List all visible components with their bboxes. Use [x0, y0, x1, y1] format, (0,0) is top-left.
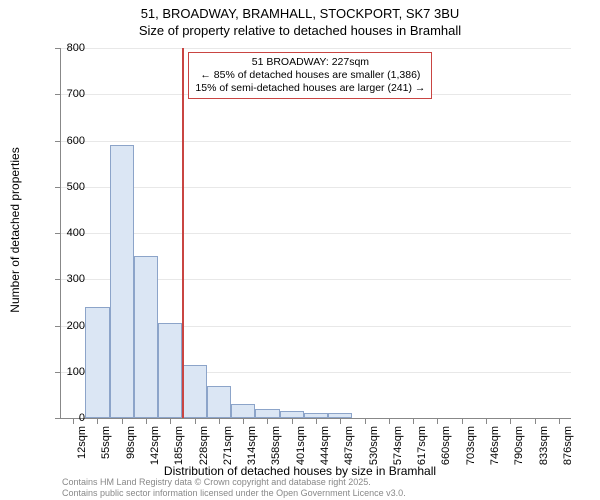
y-axis-title: Number of detached properties — [8, 147, 22, 312]
credits-line-2: Contains public sector information licen… — [62, 488, 406, 498]
x-tick-label: 617sqm — [416, 426, 428, 465]
histogram-bar — [134, 256, 158, 418]
x-tick-label: 530sqm — [368, 426, 380, 465]
x-tick-label: 444sqm — [319, 426, 331, 465]
x-tick — [559, 418, 560, 424]
x-tick — [292, 418, 293, 424]
x-tick-label: 790sqm — [513, 426, 525, 465]
grid-line — [61, 233, 571, 234]
histogram-bar — [85, 307, 109, 418]
y-tick-label: 100 — [50, 366, 85, 378]
x-tick-label: 487sqm — [343, 426, 355, 465]
histogram-bar — [280, 411, 304, 418]
x-tick — [486, 418, 487, 424]
histogram-bar — [255, 409, 279, 418]
y-tick-label: 700 — [50, 88, 85, 100]
y-tick-label: 500 — [50, 181, 85, 193]
chart-container: 51, BROADWAY, BRAMHALL, STOCKPORT, SK7 3… — [0, 0, 600, 500]
x-tick-label: 98sqm — [125, 426, 137, 459]
y-tick-label: 300 — [50, 273, 85, 285]
chart-title: 51, BROADWAY, BRAMHALL, STOCKPORT, SK7 3… — [0, 0, 600, 40]
histogram-bar — [207, 386, 231, 418]
credits-line-1: Contains HM Land Registry data © Crown c… — [62, 477, 371, 487]
y-tick-label: 400 — [50, 227, 85, 239]
histogram-bar — [158, 323, 182, 418]
x-tick-label: 228sqm — [198, 426, 210, 465]
x-tick-label: 314sqm — [246, 426, 258, 465]
credits: Contains HM Land Registry data © Crown c… — [62, 477, 406, 499]
x-tick-label: 12sqm — [76, 426, 88, 459]
annotation-line-2: ← 85% of detached houses are smaller (1,… — [200, 69, 420, 81]
x-tick — [316, 418, 317, 424]
y-tick-label: 600 — [50, 135, 85, 147]
annotation-box: 51 BROADWAY: 227sqm← 85% of detached hou… — [188, 52, 432, 99]
x-tick-label: 574sqm — [392, 426, 404, 465]
x-tick-label: 703sqm — [465, 426, 477, 465]
annotation-line-1: 51 BROADWAY: 227sqm — [252, 56, 369, 68]
grid-line — [61, 141, 571, 142]
histogram-bar — [231, 404, 255, 418]
histogram-bar — [110, 145, 134, 418]
x-tick — [413, 418, 414, 424]
annotation-line-3: 15% of semi-detached houses are larger (… — [195, 82, 425, 94]
x-tick-label: 401sqm — [295, 426, 307, 465]
grid-line — [61, 48, 571, 49]
x-tick — [97, 418, 98, 424]
x-tick-label: 746sqm — [489, 426, 501, 465]
x-tick-label: 271sqm — [222, 426, 234, 465]
x-tick — [219, 418, 220, 424]
x-axis-title: Distribution of detached houses by size … — [0, 464, 600, 478]
x-tick — [389, 418, 390, 424]
x-tick — [462, 418, 463, 424]
x-tick — [170, 418, 171, 424]
y-tick-label: 800 — [50, 42, 85, 54]
x-tick-label: 833sqm — [538, 426, 550, 465]
x-tick-label: 358sqm — [270, 426, 282, 465]
y-tick-label: 200 — [50, 320, 85, 332]
plot-area: 51 BROADWAY: 227sqm← 85% of detached hou… — [60, 48, 571, 419]
x-tick — [146, 418, 147, 424]
x-tick — [510, 418, 511, 424]
title-line-2: Size of property relative to detached ho… — [139, 23, 461, 38]
title-line-1: 51, BROADWAY, BRAMHALL, STOCKPORT, SK7 3… — [141, 6, 460, 21]
histogram-bar — [182, 365, 206, 418]
y-tick-label: 0 — [50, 412, 85, 424]
x-tick — [267, 418, 268, 424]
x-tick-label: 660sqm — [440, 426, 452, 465]
x-tick — [437, 418, 438, 424]
x-tick-label: 142sqm — [149, 426, 161, 465]
x-tick — [195, 418, 196, 424]
x-tick-label: 876sqm — [562, 426, 574, 465]
x-tick — [365, 418, 366, 424]
x-tick — [340, 418, 341, 424]
reference-line — [182, 48, 184, 418]
x-tick-label: 55sqm — [100, 426, 112, 459]
x-tick — [535, 418, 536, 424]
grid-line — [61, 187, 571, 188]
x-tick-label: 185sqm — [173, 426, 185, 465]
x-tick — [122, 418, 123, 424]
x-tick — [243, 418, 244, 424]
